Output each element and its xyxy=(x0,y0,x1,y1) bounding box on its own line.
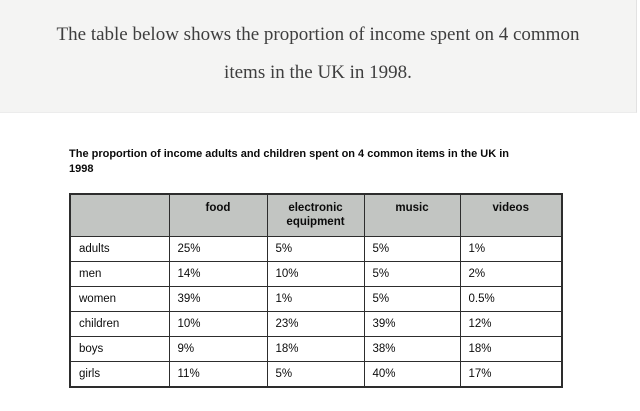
table-title-line-1: The proportion of income adults and chil… xyxy=(69,148,510,160)
cell-music: 5% xyxy=(363,261,461,287)
cell-food: 14% xyxy=(168,261,268,287)
row-label: girls xyxy=(69,361,170,388)
cell-food: 39% xyxy=(168,286,268,312)
table-section: The proportion of income adults and chil… xyxy=(0,147,640,388)
cell-food: 10% xyxy=(168,311,268,337)
table-row-women: women 39% 1% 5% 0.5% xyxy=(69,286,563,312)
cell-videos: 1% xyxy=(459,236,563,262)
cell-electronic-equipment: 1% xyxy=(266,286,365,312)
cell-electronic-equipment: 5% xyxy=(266,361,365,388)
question-prompt-line-1: The table below shows the proportion of … xyxy=(56,24,580,45)
table-row-adults: adults 25% 5% 5% 1% xyxy=(69,236,563,262)
table-title-line-2: 1998 xyxy=(69,163,94,175)
cell-electronic-equipment: 5% xyxy=(266,236,365,262)
cell-videos: 0.5% xyxy=(459,286,563,312)
cell-food: 25% xyxy=(168,236,268,262)
row-label: men xyxy=(69,261,170,287)
question-prompt-line-2: items in the UK in 1998. xyxy=(224,62,412,83)
row-label: women xyxy=(69,286,170,312)
column-header-food: food xyxy=(168,193,268,237)
question-prompt-band: The table below shows the proportion of … xyxy=(0,0,637,113)
cell-music: 38% xyxy=(363,336,461,362)
cell-videos: 18% xyxy=(459,336,563,362)
cell-electronic-equipment: 10% xyxy=(266,261,365,287)
question-prompt: The table below shows the proportion of … xyxy=(0,0,636,92)
column-header-blank xyxy=(69,193,170,237)
table-row-boys: boys 9% 18% 38% 18% xyxy=(69,336,563,362)
table-row-children: children 10% 23% 39% 12% xyxy=(69,311,563,337)
cell-food: 11% xyxy=(168,361,268,388)
table-row-men: men 14% 10% 5% 2% xyxy=(69,261,563,287)
cell-music: 39% xyxy=(363,311,461,337)
row-label: adults xyxy=(69,236,170,262)
cell-music: 40% xyxy=(363,361,461,388)
table-header-row: food electronic equipment music videos xyxy=(69,193,563,237)
table-row-girls: girls 11% 5% 40% 17% xyxy=(69,361,563,388)
column-header-music: music xyxy=(363,193,461,237)
row-label: children xyxy=(69,311,170,337)
cell-videos: 12% xyxy=(459,311,563,337)
column-header-videos: videos xyxy=(459,193,563,237)
table-title: The proportion of income adults and chil… xyxy=(69,147,640,177)
cell-music: 5% xyxy=(363,286,461,312)
column-header-electronic-equipment: electronic equipment xyxy=(266,193,365,237)
cell-electronic-equipment: 18% xyxy=(266,336,365,362)
cell-videos: 2% xyxy=(459,261,563,287)
row-label: boys xyxy=(69,336,170,362)
cell-videos: 17% xyxy=(459,361,563,388)
income-table: food electronic equipment music videos a… xyxy=(69,193,563,388)
cell-electronic-equipment: 23% xyxy=(266,311,365,337)
cell-music: 5% xyxy=(363,236,461,262)
cell-food: 9% xyxy=(168,336,268,362)
